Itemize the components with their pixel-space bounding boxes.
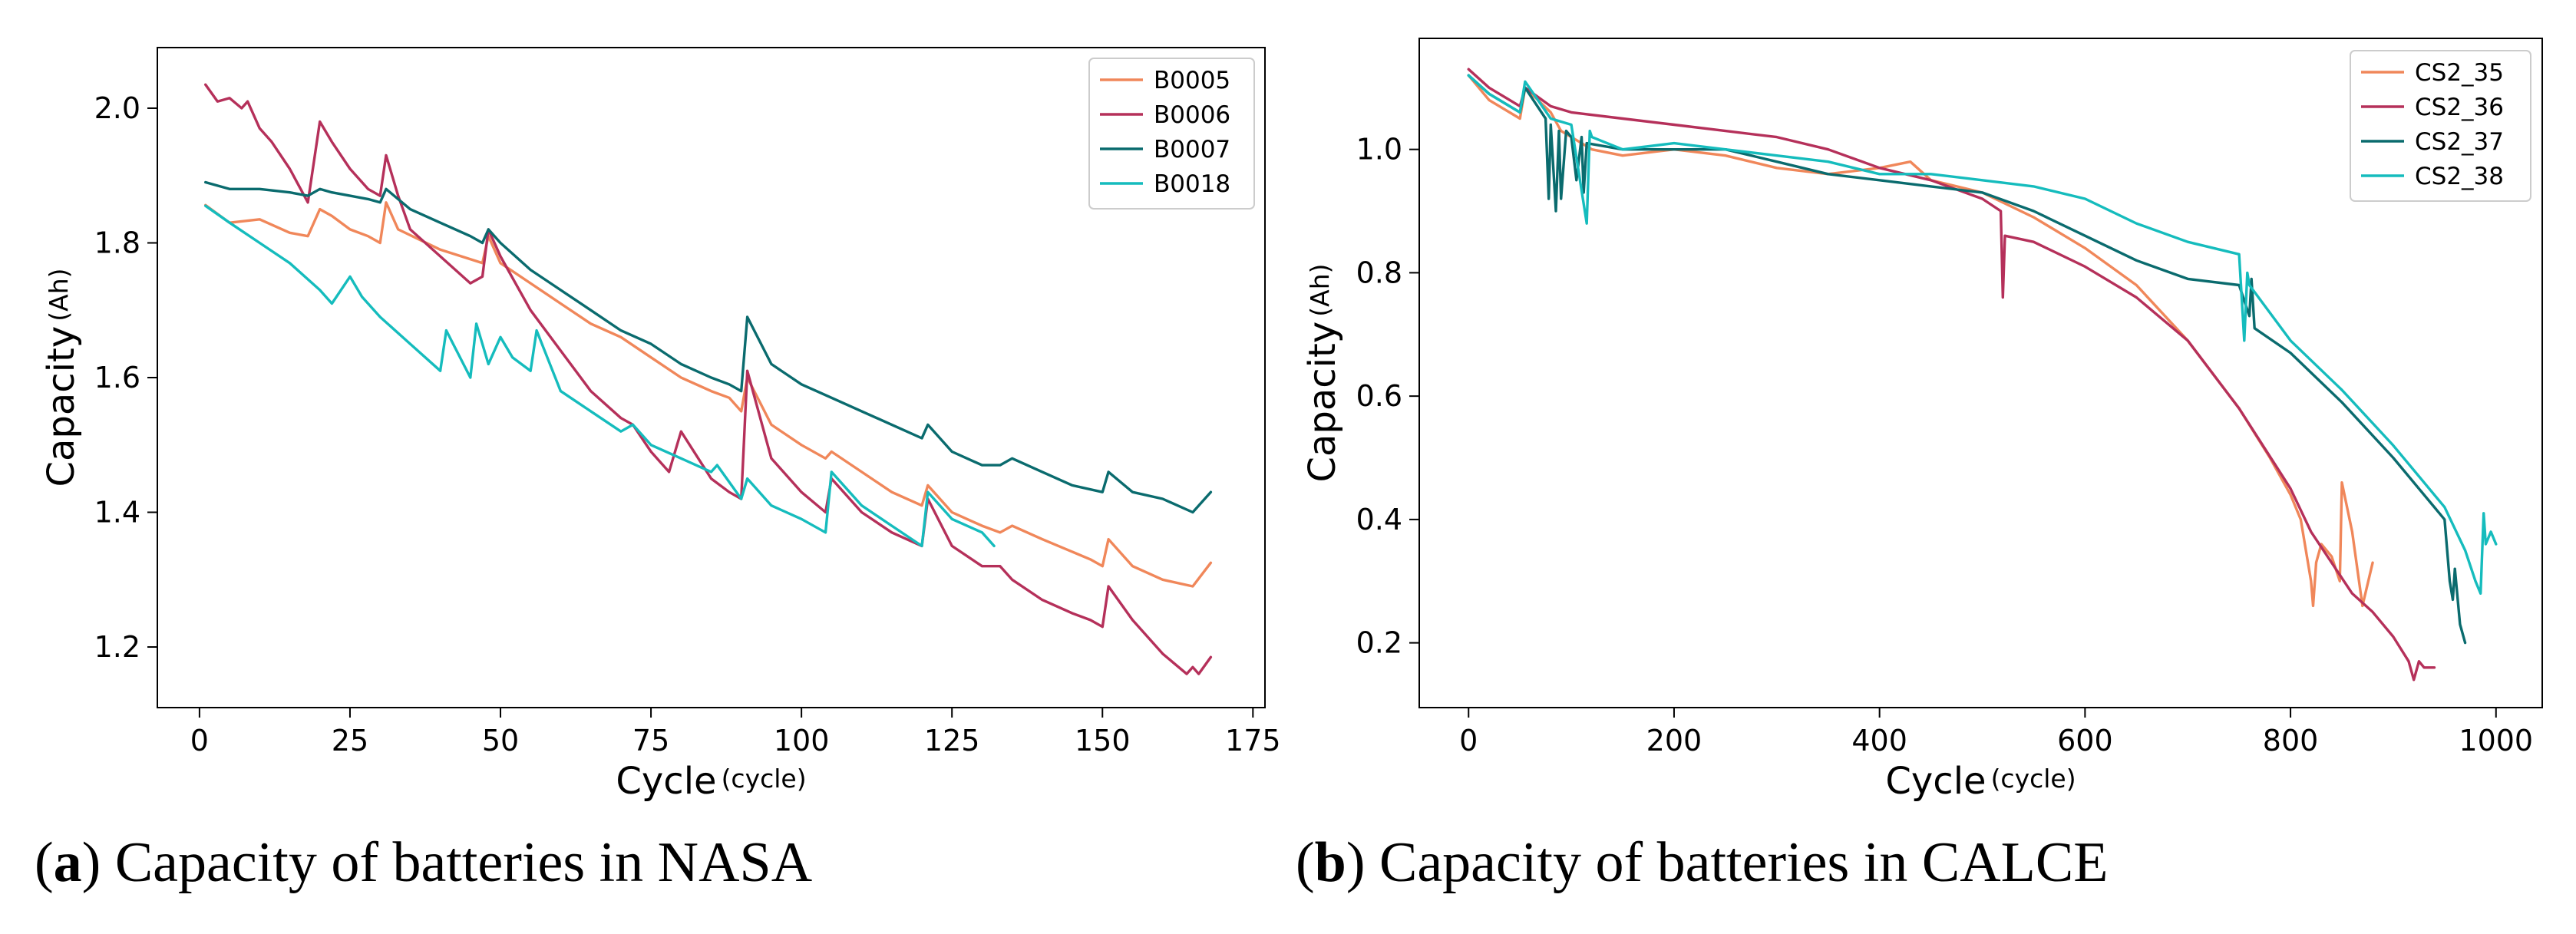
legend-entry: CS2_35 bbox=[2415, 59, 2504, 87]
caption-close-paren: ) bbox=[82, 831, 115, 894]
x-axis-label-unit: (cycle) bbox=[1991, 764, 2076, 794]
legend-entry: B0005 bbox=[1154, 67, 1230, 94]
y-tick-label: 1.6 bbox=[94, 361, 140, 394]
caption-panel-letter: b bbox=[1315, 831, 1346, 894]
x-axis-label-text: Cycle bbox=[616, 760, 716, 803]
caption-open-paren: ( bbox=[35, 831, 54, 894]
y-tick-label: 0.4 bbox=[1356, 503, 1402, 536]
x-tick-label: 150 bbox=[1075, 724, 1131, 757]
legend-box bbox=[2350, 50, 2531, 202]
legend-entry: CS2_38 bbox=[2415, 163, 2504, 190]
y-axis-label: Capacity (Ah) bbox=[40, 268, 83, 487]
caption-text: Capacity of batteries in CALCE bbox=[1379, 831, 2108, 894]
x-axis-label: Cycle (cycle) bbox=[616, 760, 806, 803]
y-tick-label: 2.0 bbox=[94, 91, 140, 125]
y-tick-label: 1.4 bbox=[94, 496, 140, 530]
x-tick-label: 50 bbox=[482, 724, 519, 757]
y-tick-label: 1.2 bbox=[94, 630, 140, 664]
y-tick-label: 1.8 bbox=[94, 226, 140, 259]
y-axis-label-unit: (Ah) bbox=[44, 268, 74, 321]
x-axis-label-unit: (cycle) bbox=[722, 764, 807, 794]
y-axis-label-text: Capacity bbox=[40, 326, 83, 487]
series-line-b0005 bbox=[204, 201, 1213, 588]
series-line-cs2-38 bbox=[1467, 74, 2498, 595]
y-axis-label: Capacity (Ah) bbox=[1301, 263, 1344, 482]
y-axis-label-unit: (Ah) bbox=[1305, 263, 1335, 316]
x-tick-label: 75 bbox=[632, 724, 669, 757]
legend-entry: CS2_37 bbox=[2415, 128, 2504, 156]
legend-entry: B0007 bbox=[1154, 136, 1230, 163]
chart-panel-b: 0 200 400 600 800 1000 0.2 0.4 0.6 0.8 1.0 Cycle (cy… bbox=[1301, 38, 2543, 803]
series-line-cs2-35 bbox=[1467, 74, 2374, 608]
caption-close-paren: ) bbox=[1346, 831, 1379, 894]
legend: B0005 B0006 B0007 B0018 bbox=[1088, 58, 1255, 210]
series-line-b0018 bbox=[204, 204, 996, 548]
y-tick-label: 0.8 bbox=[1356, 256, 1402, 289]
legend-entry: B0018 bbox=[1154, 170, 1230, 198]
caption-text: Capacity of batteries in NASA bbox=[115, 831, 812, 894]
legend-entry: B0006 bbox=[1154, 101, 1230, 129]
x-tick-label: 0 bbox=[190, 724, 209, 757]
x-tick-label: 100 bbox=[774, 724, 830, 757]
series-line-cs2-36 bbox=[1467, 68, 2436, 682]
x-tick-label: 0 bbox=[1459, 724, 1478, 757]
x-tick-label: 1000 bbox=[2459, 724, 2533, 757]
y-tick-label: 0.6 bbox=[1356, 379, 1402, 413]
x-tick-label: 125 bbox=[924, 724, 980, 757]
x-tick-label: 400 bbox=[1851, 724, 1907, 757]
legend-entry: CS2_36 bbox=[2415, 94, 2504, 121]
series-line-cs2-37 bbox=[1467, 74, 2467, 645]
x-tick-label: 800 bbox=[2263, 724, 2319, 757]
caption-panel-letter: a bbox=[54, 831, 82, 894]
y-tick-label: 0.2 bbox=[1356, 626, 1402, 660]
x-axis-label-text: Cycle bbox=[1885, 760, 1986, 803]
panel-caption: (b) Capacity of batteries in CALCE bbox=[1296, 831, 2108, 894]
legend-box bbox=[1088, 58, 1255, 210]
panel-caption: (a) Capacity of batteries in NASA bbox=[35, 831, 812, 894]
x-tick-label: 200 bbox=[1646, 724, 1702, 757]
x-tick-label: 25 bbox=[332, 724, 368, 757]
y-axis-label-text: Capacity bbox=[1301, 322, 1344, 483]
chart-panel-a: 0 25 50 75 100 125 150 1751.21.41.61.82.0Cycle(… bbox=[40, 47, 1281, 803]
caption-open-paren: ( bbox=[1296, 831, 1315, 894]
x-tick-label: 175 bbox=[1225, 724, 1281, 757]
x-tick-label: 600 bbox=[2057, 724, 2113, 757]
legend: CS2_35 CS2_36 CS2_37 CS2_38 bbox=[2350, 50, 2531, 202]
plot-frame bbox=[1418, 38, 2543, 708]
y-tick-label: 1.0 bbox=[1356, 133, 1402, 167]
x-axis-label: Cycle (cycle) bbox=[1885, 760, 2076, 803]
series-line-b0006 bbox=[204, 83, 1213, 675]
series-line-b0007 bbox=[204, 180, 1213, 514]
